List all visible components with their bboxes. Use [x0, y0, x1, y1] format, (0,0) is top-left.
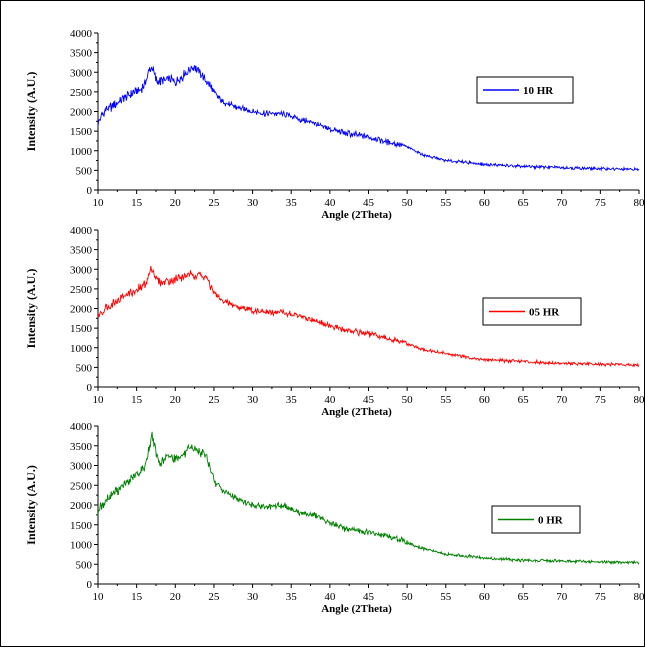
x-tick-label: 80 — [634, 197, 645, 209]
x-tick-label: 75 — [595, 591, 607, 603]
x-tick-label: 20 — [170, 394, 182, 406]
y-tick-label: 2500 — [70, 87, 93, 99]
x-tick-label: 65 — [518, 591, 530, 603]
y-axis-label: Intensity (A.U.) — [24, 72, 38, 152]
y-tick-label: 0 — [87, 185, 93, 197]
x-tick-label: 50 — [402, 591, 414, 603]
x-tick-label: 60 — [479, 197, 491, 209]
x-tick-label: 60 — [479, 591, 491, 603]
y-tick-label: 2000 — [70, 107, 93, 119]
y-tick-label: 3000 — [70, 264, 93, 276]
x-tick-label: 45 — [363, 591, 375, 603]
y-tick-label: 500 — [76, 559, 93, 571]
series-line-3 — [98, 432, 639, 564]
y-tick-label: 1500 — [70, 126, 93, 138]
y-tick-label: 3500 — [70, 48, 93, 60]
y-tick-label: 1000 — [70, 146, 93, 158]
legend-2: 05 HR — [483, 298, 581, 325]
x-tick-label: 50 — [402, 197, 414, 209]
x-tick-label: 10 — [93, 591, 105, 603]
y-tick-label: 2500 — [70, 480, 93, 492]
y-tick-label: 1000 — [70, 343, 93, 355]
x-tick-label: 10 — [93, 197, 105, 209]
y-tick-label: 0 — [87, 382, 93, 394]
x-tick-label: 65 — [518, 394, 530, 406]
x-tick-label: 75 — [595, 394, 607, 406]
x-axis-label: Angle (2Theta) — [321, 406, 392, 418]
x-tick-label: 55 — [440, 591, 452, 603]
y-tick-label: 3000 — [70, 461, 93, 473]
x-tick-label: 25 — [208, 591, 220, 603]
x-tick-label: 20 — [170, 591, 182, 603]
y-tick-label: 3500 — [70, 245, 93, 257]
y-tick-label: 2000 — [70, 304, 93, 316]
legend-label: 05 HR — [529, 307, 560, 319]
y-axis-label: Intensity (A.U.) — [24, 269, 38, 349]
x-tick-label: 65 — [518, 197, 530, 209]
x-tick-label: 30 — [247, 591, 259, 603]
x-tick-label: 25 — [208, 197, 220, 209]
x-tick-label: 35 — [286, 394, 298, 406]
x-tick-label: 20 — [170, 197, 182, 209]
x-tick-label: 40 — [324, 197, 336, 209]
panel-3: 10 15 20 25 30 35 40 45 50 55 60 65 70 75 80 0 500 1000 15… — [24, 421, 645, 615]
x-tick-label: 55 — [440, 394, 452, 406]
legend-1: 10 HR — [477, 77, 573, 103]
y-tick-label: 1000 — [70, 540, 93, 552]
legend-label: 10 HR — [523, 85, 554, 97]
x-tick-label: 45 — [363, 197, 375, 209]
x-tick-label: 15 — [131, 394, 143, 406]
x-tick-label: 30 — [247, 197, 259, 209]
legend-label: 0 HR — [538, 515, 564, 527]
y-axis-label: Intensity (A.U.) — [24, 465, 38, 545]
x-axis-label: Angle (2Theta) — [321, 603, 392, 615]
legend-3: 0 HR — [492, 506, 580, 533]
x-tick-label: 10 — [93, 394, 105, 406]
x-tick-label: 25 — [208, 394, 220, 406]
y-tick-label: 2000 — [70, 500, 93, 512]
x-tick-label: 55 — [440, 197, 452, 209]
x-tick-label: 60 — [479, 394, 491, 406]
y-tick-label: 500 — [76, 165, 93, 177]
y-tick-label: 500 — [76, 362, 93, 374]
y-tick-label: 0 — [87, 579, 93, 591]
y-tick-label: 3000 — [70, 67, 93, 79]
y-tick-label: 4000 — [70, 421, 93, 433]
panel-2: 10 15 20 25 30 35 40 45 50 55 60 65 70 75 80 0 500 1000 15… — [24, 225, 645, 418]
x-tick-label: 40 — [324, 394, 336, 406]
x-tick-label: 80 — [634, 591, 645, 603]
x-tick-label: 70 — [556, 197, 568, 209]
x-tick-label: 45 — [363, 394, 375, 406]
x-axis-label: Angle (2Theta) — [321, 209, 392, 221]
x-tick-label: 35 — [286, 197, 298, 209]
y-tick-label: 1500 — [70, 323, 93, 335]
y-tick-label: 2500 — [70, 284, 93, 296]
x-tick-label: 70 — [556, 591, 568, 603]
panel-1: 10 15 20 25 30 35 40 45 50 55 60 65 70 75 80 0 500 1000 15… — [24, 28, 645, 221]
x-tick-label: 70 — [556, 394, 568, 406]
x-tick-label: 40 — [324, 591, 336, 603]
x-tick-label: 15 — [131, 197, 143, 209]
y-tick-label: 4000 — [70, 28, 93, 40]
x-tick-label: 80 — [634, 394, 645, 406]
x-tick-label: 50 — [402, 394, 414, 406]
y-tick-label: 4000 — [70, 225, 93, 237]
x-tick-label: 35 — [286, 591, 298, 603]
x-tick-label: 15 — [131, 591, 143, 603]
y-tick-label: 3500 — [70, 441, 93, 453]
y-tick-label: 1500 — [70, 520, 93, 532]
x-tick-label: 30 — [247, 394, 259, 406]
x-tick-label: 75 — [595, 197, 607, 209]
